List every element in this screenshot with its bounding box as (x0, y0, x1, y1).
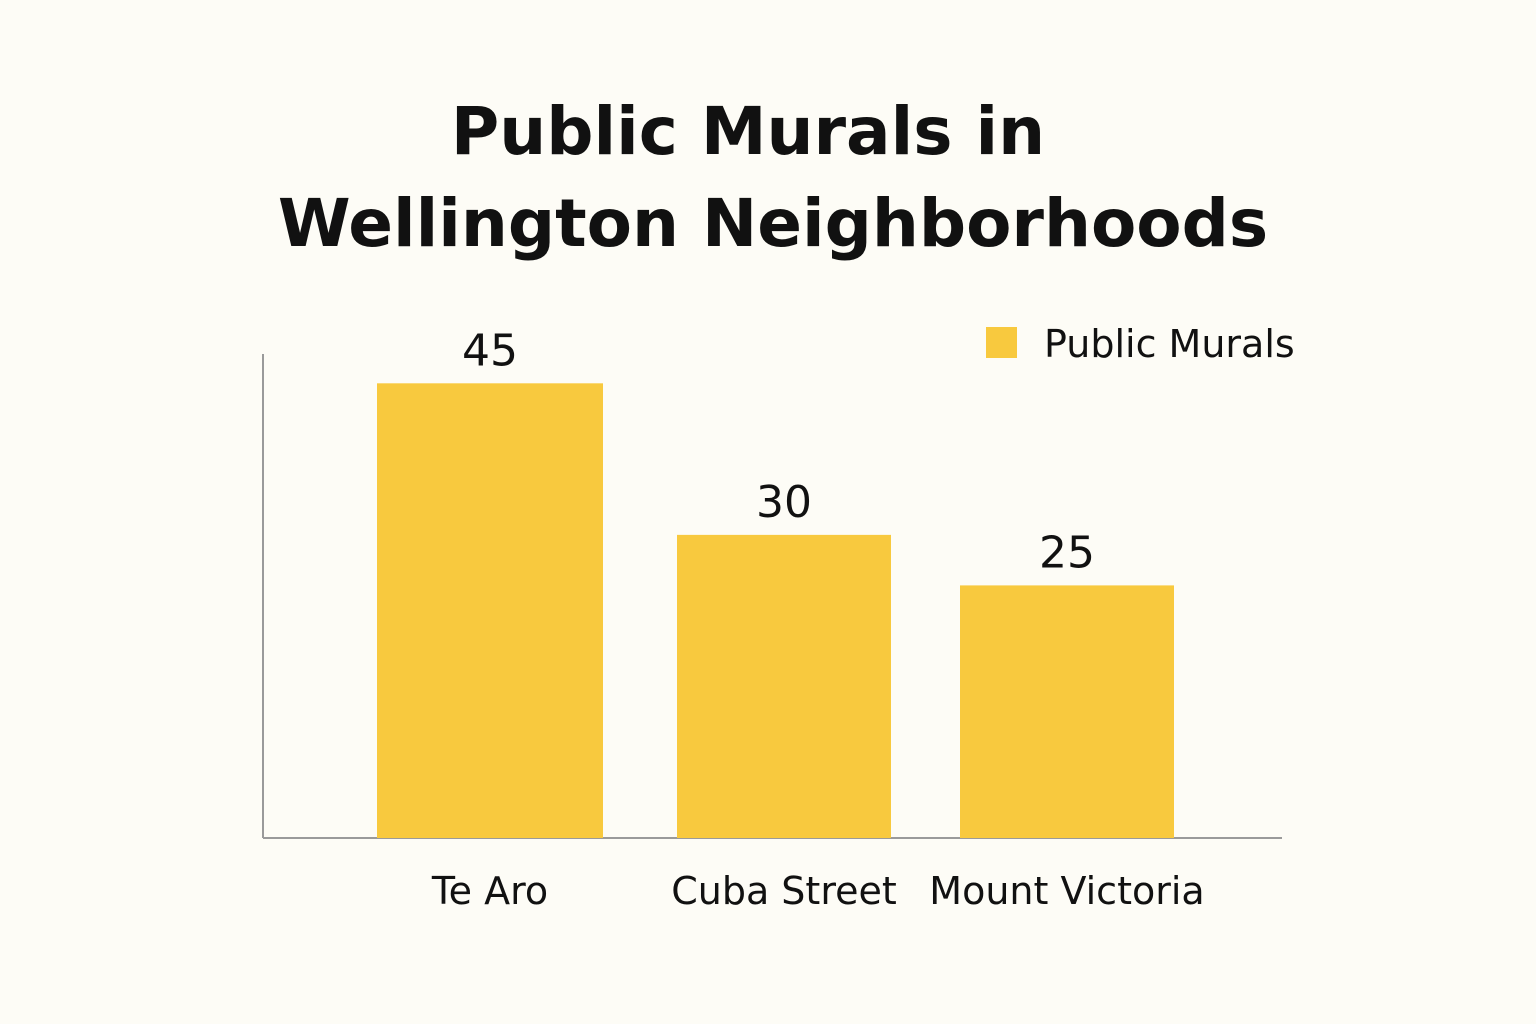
chart-title-line-1: Public Murals in (450, 93, 1046, 170)
value-label-te-aro: 45 (462, 325, 518, 376)
bar-cuba-street (677, 534, 891, 838)
bar-mount-victoria (960, 585, 1174, 838)
x-tick-labels-group: Te Aro Cuba Street Mount Victoria (431, 869, 1205, 913)
value-label-mount-victoria: 25 (1039, 527, 1095, 578)
legend-swatch (986, 327, 1017, 358)
legend: Public Murals (986, 322, 1295, 366)
bar-te-aro (377, 383, 603, 838)
x-tick-label-te-aro: Te Aro (431, 869, 548, 913)
chart-title: Public Murals in Wellington Neighborhood… (0, 86, 1536, 270)
x-tick-label-mount-victoria: Mount Victoria (929, 869, 1204, 913)
x-tick-label-cuba-street: Cuba Street (671, 869, 897, 913)
value-labels-group: 45 30 25 (462, 325, 1095, 578)
legend-label: Public Murals (1044, 322, 1295, 366)
value-label-cuba-street: 30 (756, 477, 812, 528)
bars-group (377, 383, 1174, 838)
chart-title-line-2: Wellington Neighborhoods (277, 185, 1269, 262)
